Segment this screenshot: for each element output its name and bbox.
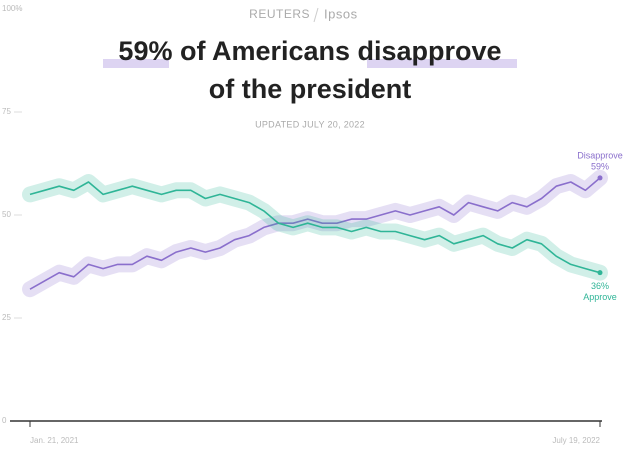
chart-title: 59% of Americans disapprove	[118, 36, 501, 66]
line	[29, 177, 601, 290]
y-tick-label: 0	[2, 416, 7, 425]
x-tick-label: July 19, 2022	[552, 436, 600, 445]
value-label: 36%	[591, 281, 609, 291]
separator	[313, 7, 319, 23]
value-label: 59%	[591, 161, 609, 171]
legend-label: Approve	[583, 292, 617, 302]
y-tick-label: 75	[2, 107, 11, 116]
subtitle: UPDATED JULY 20, 2022	[255, 119, 365, 129]
brand: REUTERS	[249, 7, 310, 21]
highlight	[367, 59, 517, 68]
line	[29, 181, 601, 274]
end-dot	[597, 175, 603, 181]
highlight	[103, 59, 169, 68]
y-tick-label: 25	[2, 313, 11, 322]
partner: Ipsos	[324, 6, 358, 21]
chart-title: of the president	[209, 74, 412, 104]
legend-label: Disapprove	[577, 150, 623, 160]
x-tick-label: Jan. 21, 2021	[30, 436, 79, 445]
y-tick-label: 50	[2, 210, 11, 219]
y-tick-label: 100%	[2, 4, 22, 13]
end-dot	[597, 270, 603, 276]
